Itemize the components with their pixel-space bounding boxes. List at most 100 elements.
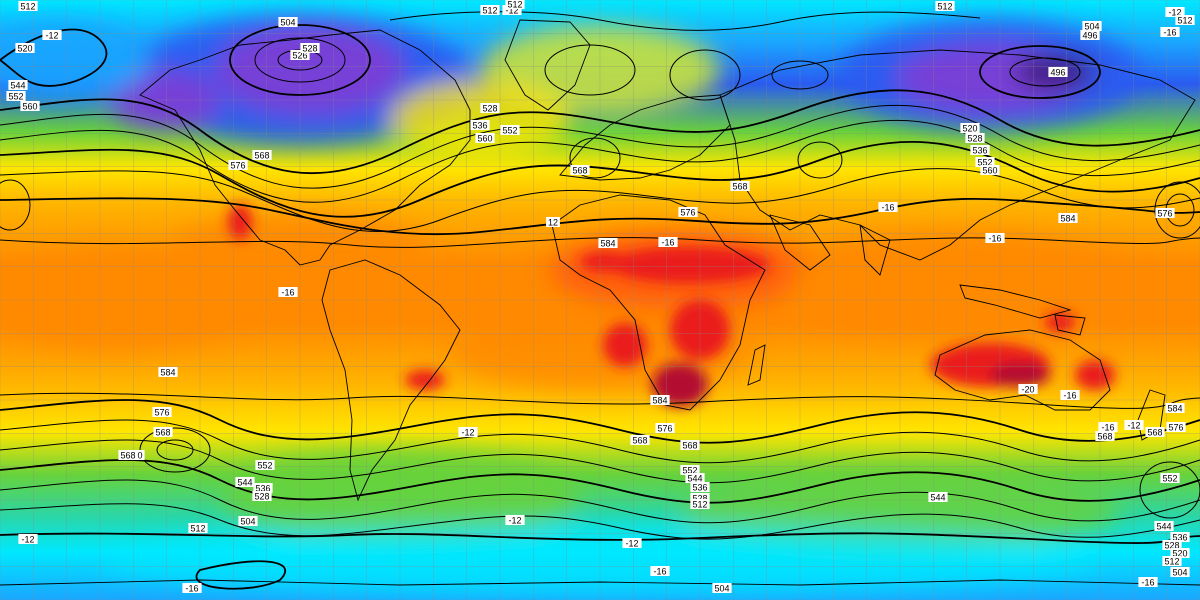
contour-label: 552 <box>680 465 700 475</box>
contour-label: 568 <box>680 440 700 450</box>
contour-label-text: 544 <box>687 473 702 483</box>
contour-label-bg <box>1145 427 1165 437</box>
contour-label: 512 <box>690 499 710 509</box>
contour-label-bg <box>255 460 275 470</box>
contour-label-bg <box>1138 577 1158 587</box>
contour-label-text: 528 <box>1164 540 1179 550</box>
contour-label: -16 <box>658 237 678 247</box>
contour-label-text: -12 <box>505 5 518 15</box>
contour-label-text: 536 <box>472 120 487 130</box>
contour-label-bg <box>278 17 298 27</box>
contour-label-text: 512 <box>692 499 707 509</box>
contour-label-bg <box>1170 532 1190 542</box>
contour-label-bg <box>1048 67 1068 77</box>
contour-label-text: 584 <box>600 238 615 248</box>
contour-label-text: 568 <box>254 150 269 160</box>
contour-label-text: 520 <box>962 123 977 133</box>
contour-label-bg <box>1170 548 1190 558</box>
contour-label-bg <box>690 482 710 492</box>
contour-label: 536 <box>1170 532 1190 542</box>
contour-label-bg <box>1170 567 1190 577</box>
contour-label-text: 544 <box>930 492 945 502</box>
contour-label-text: 544 <box>1156 521 1171 531</box>
contour-label: 504 <box>238 516 258 526</box>
contour-label: 560 <box>980 165 1000 175</box>
contour-label: -12 <box>18 534 38 544</box>
contour-label: 552 <box>975 157 995 167</box>
contour-label-bg <box>1155 208 1175 218</box>
contour-label-text: 552 <box>682 465 697 475</box>
contour-label-text: -12 <box>21 534 34 544</box>
contour-label: -12 <box>458 427 478 437</box>
contour-label-bg <box>685 473 705 483</box>
contour-label: 512 <box>935 1 955 11</box>
contour-label-text: 552 <box>502 125 517 135</box>
contour-label-text: 12 <box>548 217 558 227</box>
contour-label: 560 <box>475 133 495 143</box>
contour-label-bg <box>980 165 1000 175</box>
contour-label-bg <box>1175 15 1195 25</box>
contour-label-text: 568 <box>120 450 135 460</box>
contour-label-text: 536 <box>972 145 987 155</box>
contour-label: -16 <box>278 287 298 297</box>
contour-label-bg <box>228 160 248 170</box>
contour-label: 568 <box>630 435 650 445</box>
contour-label-text: -16 <box>281 287 294 297</box>
contour-label-bg <box>20 101 40 111</box>
contour-label-text: 552 <box>8 91 23 101</box>
contour-label: 568 <box>570 165 590 175</box>
contour-label-text: -12 <box>1127 420 1140 430</box>
contour-label: 536 <box>470 120 490 130</box>
contour-label: 544 <box>685 473 705 483</box>
contour-label-text: 576 <box>230 160 245 170</box>
contour-label-bg <box>598 238 618 248</box>
contour-label-text: -12 <box>45 30 58 40</box>
contour-label: -16 <box>1060 390 1080 400</box>
contour-label-bg <box>500 125 520 135</box>
contour-label-bg <box>658 237 678 247</box>
contour-label-bg <box>1058 213 1078 223</box>
contour-label: 568 <box>118 450 138 460</box>
contour-label: 552 <box>1160 473 1180 483</box>
contour-label-bg <box>475 133 495 143</box>
contour-label-text: 512 <box>937 1 952 11</box>
contour-label: 568 <box>1095 431 1115 441</box>
contour-label: 552 <box>500 125 520 135</box>
contour-label-bg <box>1160 473 1180 483</box>
contour-label: -12 <box>622 538 642 548</box>
contour-label: 528 <box>300 43 320 53</box>
contour-label-text: -16 <box>661 237 674 247</box>
contour-label: 584 <box>1058 213 1078 223</box>
contour-label-bg <box>655 423 675 433</box>
contour-label-bg <box>1018 384 1038 394</box>
contour-label-text: -12 <box>461 427 474 437</box>
contour-label-text: 576 <box>154 407 169 417</box>
contour-label-text: 528 <box>302 43 317 53</box>
contour-label-text: -12 <box>625 538 638 548</box>
contour-label: -12 <box>505 515 525 525</box>
contour-label: 536 <box>690 482 710 492</box>
contour-label-text: 512 <box>507 0 522 9</box>
contour-label-bg <box>960 123 980 133</box>
contour-label-text: 560 <box>22 101 37 111</box>
contour-label-bg <box>730 181 750 191</box>
contour-label-bg <box>1162 540 1182 550</box>
contour-label: 576 <box>1166 422 1186 432</box>
contour-label: 568 <box>252 150 272 160</box>
contour-label: 528 <box>480 103 500 113</box>
contour-label: 520 <box>15 43 35 53</box>
contour-label: 536 <box>970 145 990 155</box>
contour-label-text: 512 <box>1177 15 1192 25</box>
contour-label-bg <box>570 165 590 175</box>
contour-label-text: 504 <box>1172 567 1187 577</box>
contour-label-bg <box>975 157 995 167</box>
contour-label-text: -16 <box>1101 422 1114 432</box>
contour-label-text: 584 <box>1060 213 1075 223</box>
contour-label-bg <box>290 50 310 60</box>
contour-label-bg <box>1124 420 1144 430</box>
contour-label: 528 <box>965 133 985 143</box>
contour-label-bg <box>650 395 670 405</box>
contour-label: 512 <box>1162 556 1182 566</box>
contour-label: 512 <box>480 5 500 15</box>
contour-label-bg <box>1160 27 1180 37</box>
